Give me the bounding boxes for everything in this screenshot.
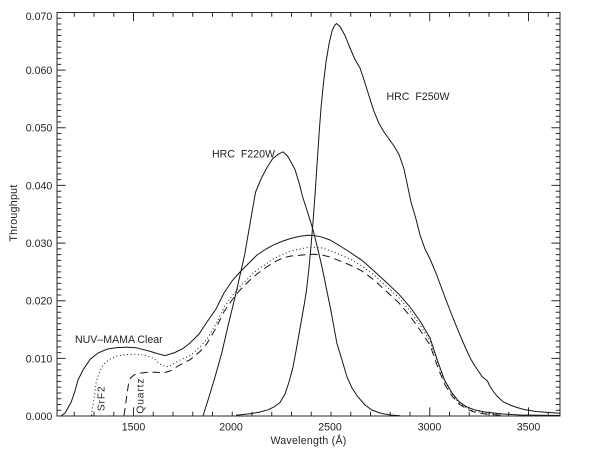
svg-text:Throughput: Throughput bbox=[8, 184, 20, 241]
svg-text:Quartz: Quartz bbox=[136, 378, 147, 414]
svg-text:NUV–MAMA Clear: NUV–MAMA Clear bbox=[75, 334, 163, 346]
svg-text:0.000: 0.000 bbox=[26, 411, 53, 423]
svg-text:0.010: 0.010 bbox=[26, 353, 53, 365]
svg-text:0.060: 0.060 bbox=[26, 65, 53, 77]
svg-text:0.020: 0.020 bbox=[26, 296, 53, 308]
svg-text:1500: 1500 bbox=[122, 422, 146, 434]
svg-text:HRC F250W: HRC F250W bbox=[387, 91, 450, 103]
svg-text:0.050: 0.050 bbox=[26, 123, 53, 135]
svg-text:HRC F220W: HRC F220W bbox=[212, 149, 275, 161]
svg-text:Wavelength (Å): Wavelength (Å) bbox=[270, 434, 346, 447]
svg-text:2000: 2000 bbox=[219, 422, 243, 434]
svg-text:0.040: 0.040 bbox=[26, 180, 53, 192]
svg-text:2500: 2500 bbox=[318, 422, 342, 434]
svg-text:SrF2: SrF2 bbox=[97, 385, 108, 411]
svg-text:0.070: 0.070 bbox=[26, 11, 53, 23]
svg-text:3500: 3500 bbox=[517, 422, 541, 434]
svg-text:0.030: 0.030 bbox=[26, 238, 53, 250]
svg-text:3000: 3000 bbox=[418, 422, 442, 434]
